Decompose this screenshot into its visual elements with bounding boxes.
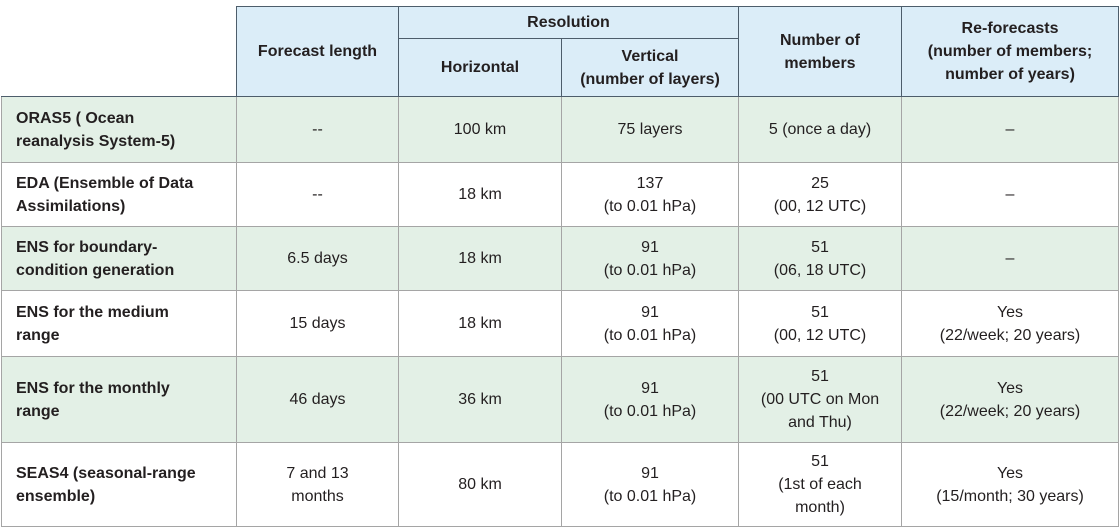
- table-cell: 51 (06, 18 UTC): [738, 226, 902, 291]
- table-cell: 36 km: [398, 356, 562, 443]
- header-cell: Resolution: [398, 6, 739, 39]
- table-cell: 51 (00 UTC on Mon and Thu): [738, 356, 902, 443]
- table-cell: 25 (00, 12 UTC): [738, 162, 902, 227]
- corner-cell: [1, 6, 237, 97]
- row-label: SEAS4 (seasonal-range ensemble): [1, 442, 237, 527]
- row-label: EDA (Ensemble of Data Assimilations): [1, 162, 237, 227]
- header-cell: Vertical (number of layers): [561, 38, 739, 97]
- table-cell: 46 days: [236, 356, 399, 443]
- header-cell: Horizontal: [398, 38, 562, 97]
- table-cell: 80 km: [398, 442, 562, 527]
- table-cell: –: [901, 162, 1119, 227]
- table-row: SEAS4 (seasonal-range ensemble) 7 and 13 …: [1, 442, 1119, 527]
- table-cell: 18 km: [398, 162, 562, 227]
- table-row: ENS for the medium range 15 days 18 km 91 (…: [1, 290, 1119, 357]
- row-label: ENS for boundary- condition generation: [1, 226, 237, 291]
- table-cell: --: [236, 162, 399, 227]
- table-cell: 91 (to 0.01 hPa): [561, 226, 739, 291]
- header-cell: Re-forecasts (number of members; number …: [901, 6, 1119, 97]
- table-cell: 51 (1st of each month): [738, 442, 902, 527]
- table-row: ENS for the monthly range 46 days 36 km 91 …: [1, 356, 1119, 443]
- table-row: ORAS5 ( Ocean reanalysis System-5) -- 100 …: [1, 96, 1119, 163]
- forecast-table: Forecast length Resolution Number of mem…: [1, 6, 1119, 527]
- table-cell: 75 layers: [561, 96, 739, 163]
- table-cell: Yes (22/week; 20 years): [901, 290, 1119, 357]
- row-label: ENS for the monthly range: [1, 356, 237, 443]
- table-body: ORAS5 ( Ocean reanalysis System-5) -- 100 …: [1, 96, 1119, 527]
- table-cell: 18 km: [398, 290, 562, 357]
- table-cell: 51 (00, 12 UTC): [738, 290, 902, 357]
- table-cell: 6.5 days: [236, 226, 399, 291]
- table-cell: --: [236, 96, 399, 163]
- table-cell: 18 km: [398, 226, 562, 291]
- table-row: ENS for boundary- condition generation 6.…: [1, 226, 1119, 291]
- table-cell: 100 km: [398, 96, 562, 163]
- table-cell: –: [901, 226, 1119, 291]
- table-cell: 7 and 13 months: [236, 442, 399, 527]
- table-cell: 91 (to 0.01 hPa): [561, 290, 739, 357]
- row-label: ORAS5 ( Ocean reanalysis System-5): [1, 96, 237, 163]
- table-cell: 5 (once a day): [738, 96, 902, 163]
- table-cell: –: [901, 96, 1119, 163]
- header-cell: Number of members: [738, 6, 902, 97]
- table-cell: 91 (to 0.01 hPa): [561, 442, 739, 527]
- row-label: ENS for the medium range: [1, 290, 237, 357]
- table-cell: 15 days: [236, 290, 399, 357]
- header-cell: Forecast length: [236, 6, 399, 97]
- table-cell: 91 (to 0.01 hPa): [561, 356, 739, 443]
- table-cell: 137 (to 0.01 hPa): [561, 162, 739, 227]
- table-cell: Yes (15/month; 30 years): [901, 442, 1119, 527]
- table-row: EDA (Ensemble of Data Assimilations) -- 18…: [1, 162, 1119, 227]
- table-cell: Yes (22/week; 20 years): [901, 356, 1119, 443]
